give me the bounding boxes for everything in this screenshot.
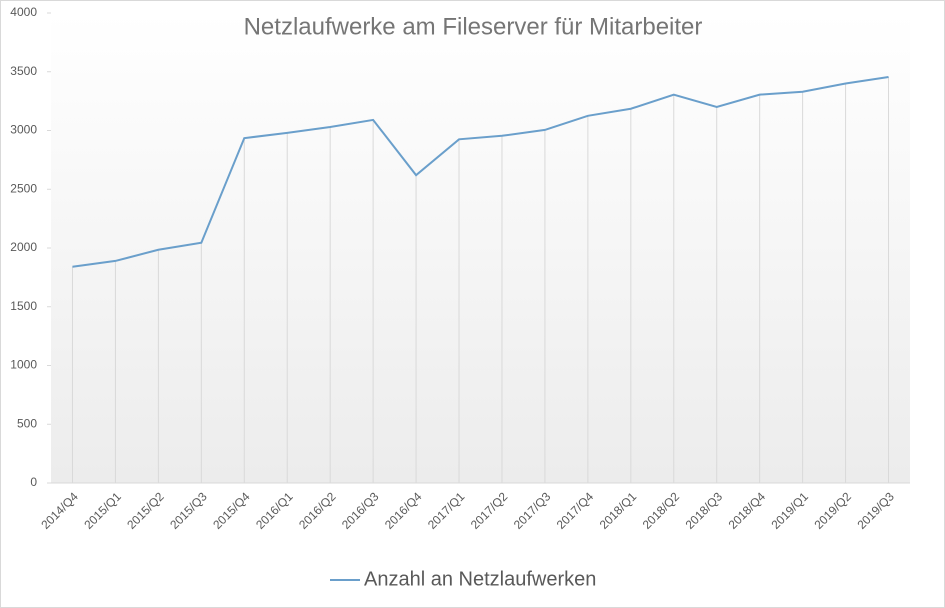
y-tick-label: 2500 bbox=[10, 181, 37, 195]
y-tick-label: 1000 bbox=[10, 358, 37, 372]
y-tick-label: 1500 bbox=[10, 299, 37, 313]
plot-area bbox=[51, 13, 910, 483]
chart-title: Netzlaufwerke am Fileserver für Mitarbei… bbox=[244, 13, 703, 40]
y-tick-label: 3500 bbox=[10, 64, 37, 78]
y-tick-label: 3000 bbox=[10, 123, 37, 137]
y-tick-label: 500 bbox=[17, 416, 37, 430]
y-tick-label: 2000 bbox=[10, 240, 37, 254]
data-line bbox=[72, 76, 889, 268]
y-tick-label: 0 bbox=[30, 475, 37, 489]
legend-label: Anzahl an Netzlaufwerken bbox=[364, 568, 596, 590]
y-tick-label: 4000 bbox=[10, 5, 37, 19]
